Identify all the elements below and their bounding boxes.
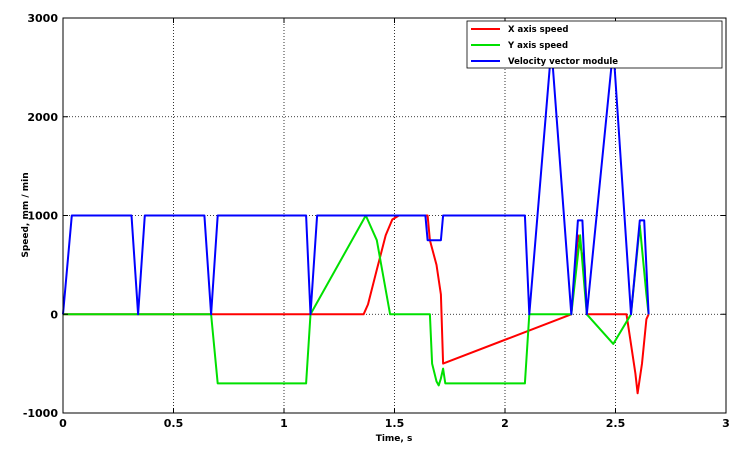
y-tick-label: -1000 bbox=[23, 407, 59, 420]
x-axis-label: Time, s bbox=[376, 434, 413, 444]
series-line-2 bbox=[63, 214, 650, 387]
y-tick-label: 3000 bbox=[27, 12, 58, 25]
legend: X axis speed Y axis speed Velocity vector … bbox=[466, 20, 723, 69]
x-tick-label: 1.5 bbox=[385, 417, 405, 430]
series-group bbox=[62, 46, 650, 395]
series-line-1 bbox=[63, 214, 650, 395]
series-line-3 bbox=[62, 46, 650, 316]
y-tick-label: 1000 bbox=[27, 210, 58, 223]
legend-label-2: Y axis speed bbox=[507, 41, 568, 51]
legend-box bbox=[466, 20, 723, 69]
legend-label-1: X axis speed bbox=[508, 25, 568, 35]
x-tick-label: 3 bbox=[722, 417, 730, 430]
x-tick-label: 2.5 bbox=[606, 417, 626, 430]
y-axis-label: Speed, mm / min bbox=[21, 172, 31, 257]
x-tick-label: 1 bbox=[280, 417, 288, 430]
legend-label-3: Velocity vector module bbox=[508, 57, 618, 67]
y-tick-label: 2000 bbox=[27, 111, 58, 124]
x-tick-label: 0.5 bbox=[164, 417, 184, 430]
x-tick-label: 0 bbox=[59, 417, 67, 430]
x-tick-label: 2 bbox=[501, 417, 509, 430]
y-tick-label: 0 bbox=[50, 308, 58, 321]
